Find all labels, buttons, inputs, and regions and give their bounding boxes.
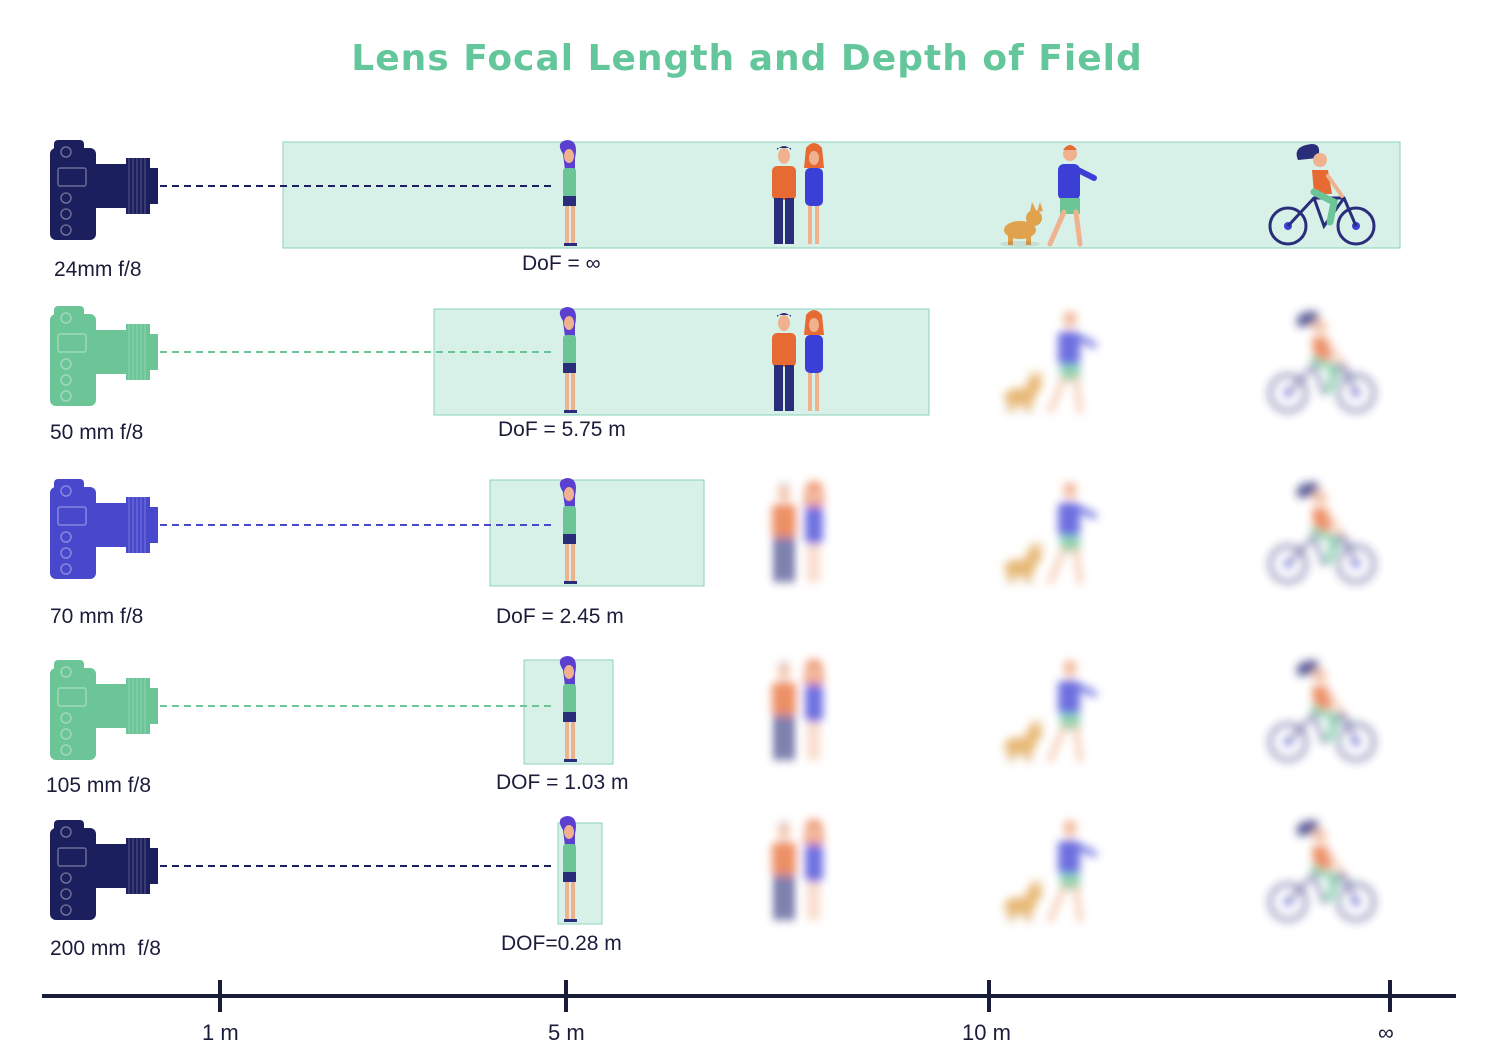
camera-label: 24mm f/8 [54,258,142,281]
camera-label: 105 mm f/8 [46,774,152,797]
dof-row [50,816,1376,925]
axis-tick-label: 1 m [202,1020,239,1045]
cyclist-figure-icon [1268,311,1376,413]
cyclist-figure-icon [1268,482,1376,584]
woman-figure-icon [559,140,577,246]
camera-icon [50,140,158,240]
couple-figure-icon [772,659,824,760]
axis-tick-label: 10 m [962,1020,1011,1045]
dog-walker-figure-icon [1000,312,1097,414]
woman-figure-icon [559,816,577,922]
dog-walker-figure-icon [1000,145,1097,247]
camera-label: 70 mm f/8 [50,605,144,628]
dof-band [489,479,705,587]
dof-band [282,141,1401,249]
dof-label: DoF = 2.45 m [496,605,624,628]
camera-icon [50,660,158,760]
cyclist-figure-icon [1268,660,1376,762]
woman-figure-icon [559,478,577,584]
camera-label: 50 mm f/8 [50,421,144,444]
camera-icon [50,306,158,406]
dog-walker-figure-icon [1000,483,1097,585]
dof-band [433,308,930,416]
dof-label: DoF = 5.75 m [498,418,626,441]
camera-icon [50,820,158,920]
couple-figure-icon [772,143,824,244]
woman-figure-icon [559,307,577,413]
camera-icon [50,479,158,579]
couple-figure-icon [772,310,824,411]
dof-row [50,656,1376,765]
axis-tick-label: 5 m [548,1020,585,1045]
woman-figure-icon [559,656,577,762]
camera-label: 200 mm f/8 [50,937,161,960]
dof-label: DoF = ∞ [522,252,601,275]
distance-axis [42,980,1456,1012]
dof-row [50,306,1376,416]
diagram-title: Lens Focal Length and Depth of Field [351,38,1143,79]
cyclist-figure-icon [1268,144,1376,246]
couple-figure-icon [772,819,824,920]
cyclist-figure-icon [1268,820,1376,922]
dog-walker-figure-icon [1000,821,1097,923]
couple-figure-icon [772,481,824,582]
dof-label: DOF=0.28 m [501,932,622,955]
dof-row [50,140,1401,249]
axis-tick-label: ∞ [1378,1020,1394,1045]
dof-label: DOF = 1.03 m [496,771,629,794]
dof-row [50,478,1376,587]
dog-walker-figure-icon [1000,661,1097,763]
